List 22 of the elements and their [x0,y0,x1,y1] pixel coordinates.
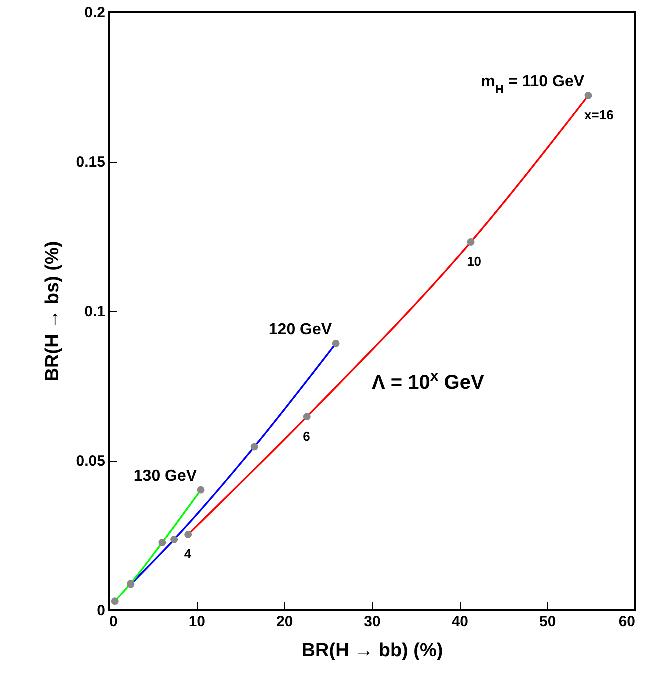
annotation: 4 [184,546,192,562]
y-tick-label: 0.1 [84,304,106,320]
x-tick-label: 10 [188,614,206,630]
series-label: 130 GeV [134,468,198,486]
x-tick-label: 50 [539,614,556,630]
x-tick-label: 20 [276,614,294,630]
y-tick-label: 0.2 [84,4,106,22]
y-tick-label: 0.05 [76,453,106,470]
annotation: 10 [467,254,482,270]
y-tick-label: 0 [97,602,106,620]
x-tick-label: 60 [618,614,636,630]
x-tick-label: 40 [452,614,469,630]
y-tick-label: 0.15 [76,154,106,171]
x-axis-title: BR(H → bb) (%) [302,640,444,662]
series-label: 120 GeV [268,322,332,339]
annotation: x=16 [584,108,614,123]
annotation: 6 [303,428,310,444]
x-tick-label: 0 [110,614,118,630]
annotation: Λ = 10$^{x}$ GeV [372,367,485,394]
y-axis-title: BR(H → bs) (%) [42,241,64,382]
x-tick-label: 30 [364,614,381,630]
series-label: m$_{H}$ = 110 GeV [481,74,585,97]
